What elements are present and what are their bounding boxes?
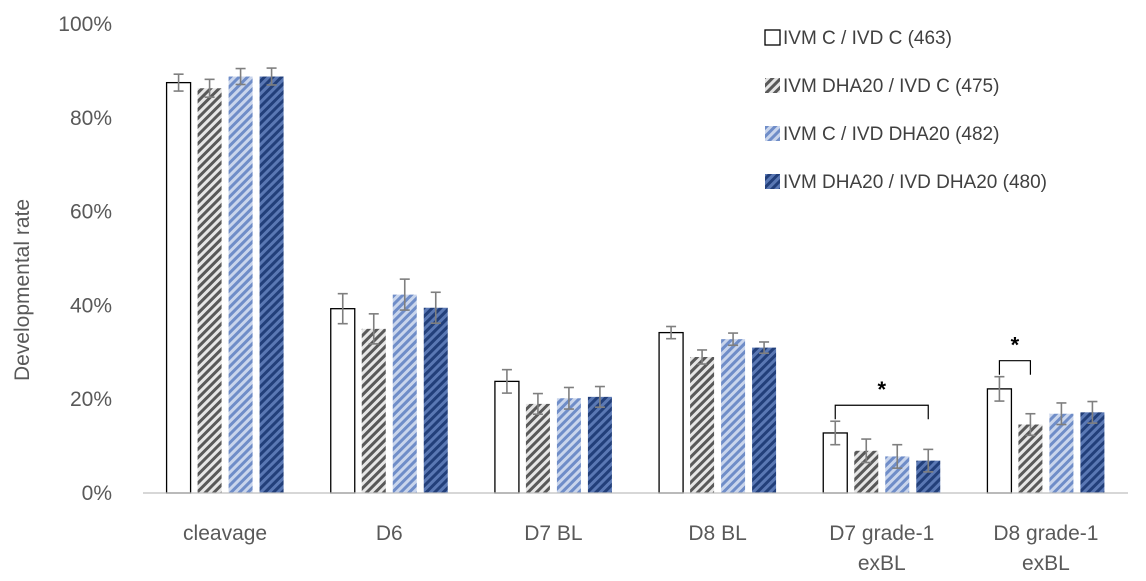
significance-star: * (1011, 333, 1020, 358)
error-bar (861, 438, 872, 464)
significance-star: * (877, 377, 886, 402)
error-bar (337, 292, 348, 325)
error-bar (235, 67, 246, 86)
legend-label: IVM DHA20 / IVD DHA20 (480) (783, 172, 1047, 193)
significance-layer: ** (834, 333, 1032, 420)
bar (690, 356, 715, 493)
legend-label: IVM C / IVD C (463) (783, 28, 952, 49)
error-bar (563, 386, 574, 410)
error-bar (173, 73, 184, 92)
bar (525, 403, 550, 493)
error-bar (430, 291, 441, 325)
error-bar (204, 78, 215, 98)
bar (494, 380, 520, 494)
bar (1049, 413, 1074, 493)
legend-item: IVM DHA20 / IVD DHA20 (480) (765, 172, 1047, 193)
bar (361, 328, 386, 493)
x-tick-label: D8 BL (688, 522, 746, 545)
significance-bracket: * (998, 333, 1032, 375)
bar (228, 76, 253, 493)
error-bar (697, 349, 708, 365)
legend-swatch (765, 126, 780, 141)
error-bar (501, 368, 512, 394)
legend-item: IVM DHA20 / IVD C (475) (765, 76, 999, 97)
y-tick-label: 80% (70, 107, 112, 130)
error-bar (266, 67, 277, 86)
error-bar (368, 313, 379, 345)
x-tick-label: exBL (858, 552, 906, 575)
error-bar (1056, 402, 1067, 426)
y-tick-label: 60% (70, 201, 112, 224)
significance-bracket: * (834, 377, 929, 420)
error-bar (728, 332, 739, 347)
error-bar (923, 448, 934, 473)
bar (392, 294, 417, 493)
legend-swatch (765, 174, 780, 189)
error-bar (594, 385, 605, 408)
x-tick-label: D7 grade-1 (829, 522, 934, 545)
y-tick-label: 100% (58, 13, 112, 36)
error-bar (1087, 400, 1098, 424)
y-tick-label: 40% (70, 294, 112, 317)
error-bar (399, 278, 410, 311)
error-bar (994, 375, 1005, 402)
y-axis-ticks: 0% 20% 40% 60% 80% 100% (58, 13, 112, 505)
error-bar (532, 392, 543, 416)
x-tick-label: D7 BL (524, 522, 582, 545)
legend-item: IVM C / IVD C (463) (764, 28, 952, 49)
bar (1080, 412, 1105, 493)
bar (197, 88, 222, 494)
legend-swatch (765, 78, 780, 93)
error-bar (892, 443, 903, 469)
bar (658, 331, 684, 494)
legend-swatch (764, 29, 781, 46)
bar (423, 307, 448, 493)
legend-label: IVM DHA20 / IVD C (475) (783, 76, 999, 97)
bar (556, 398, 581, 493)
bar (165, 81, 192, 494)
legend-label: IVM C / IVD DHA20 (482) (783, 124, 999, 145)
x-tick-label: exBL (1022, 552, 1070, 575)
bar (259, 76, 284, 493)
legend: IVM C / IVD C (463) IVM DHA20 / IVD C (47… (764, 28, 1047, 193)
y-tick-label: 20% (70, 388, 112, 411)
legend-item: IVM C / IVD DHA20 (482) (765, 124, 999, 145)
bar (587, 396, 612, 493)
error-bar (1025, 412, 1036, 437)
x-tick-label: cleavage (183, 522, 267, 545)
error-bar (666, 325, 677, 340)
bar (330, 308, 356, 494)
y-tick-label: 0% (82, 482, 112, 505)
error-bar (759, 341, 770, 355)
bars-layer (165, 76, 1105, 494)
x-tick-label: D8 grade-1 (993, 522, 1098, 545)
bar (752, 347, 777, 493)
error-bars-layer (173, 67, 1098, 473)
y-axis-title-group: Developmental rate (11, 199, 34, 381)
y-axis-title: Developmental rate (11, 199, 34, 381)
x-axis-labels: cleavage D6 D7 BL D8 BL D7 grade-1 exBL D8 gra… (183, 522, 1098, 575)
bar (721, 339, 746, 493)
x-tick-label: D6 (376, 522, 403, 545)
error-bar (830, 420, 841, 446)
bar (986, 388, 1013, 494)
